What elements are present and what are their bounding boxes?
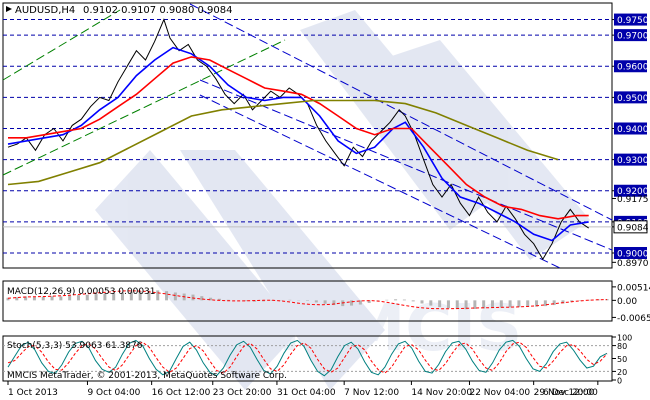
series-ma-red bbox=[8, 56, 589, 220]
stoch-tick-label: 80 bbox=[617, 342, 627, 351]
price-tick-label: 0.9750 bbox=[617, 16, 649, 26]
price-tick-highlight bbox=[614, 60, 647, 73]
time-tick-label: 22 Nov 04:00 bbox=[469, 388, 530, 398]
price-axis: 0.9750 0.9700 0.9600 0.9500 0.9400 0.9300 0.92… bbox=[612, 13, 649, 269]
macd-indicator bbox=[6, 290, 609, 310]
series-ma-blue bbox=[7, 46, 589, 242]
price-tick-label: 0.9500 bbox=[617, 94, 649, 104]
time-tick-label: 1 Oct 2013 bbox=[8, 388, 58, 398]
price-tick-label: 0.9300 bbox=[617, 156, 649, 166]
blue-channel-lower bbox=[199, 94, 561, 269]
price-tick-highlight bbox=[613, 220, 648, 234]
time-tick-label: 29 Nov 12:00 bbox=[534, 388, 595, 398]
macd-tick-label: 0.00514 bbox=[617, 283, 650, 293]
stoch-label: Stoch(5,3,3) 53.9063 61.3876 bbox=[7, 341, 143, 351]
blue-channel-middle bbox=[199, 79, 613, 251]
macd-signal-line bbox=[7, 290, 608, 310]
macd-tick-label: 0.00 bbox=[617, 297, 637, 307]
green-channel-lower bbox=[2, 39, 286, 176]
macd-label: MACD(12,26,9) 0.00053 0.00031 bbox=[7, 287, 156, 297]
macd-panel-frame bbox=[2, 280, 613, 322]
price-tick-highlight bbox=[614, 246, 647, 259]
price-tick-highlight bbox=[614, 122, 647, 135]
green-channel-upper bbox=[2, 9, 121, 81]
price-tick-label: 0.9175 bbox=[617, 195, 649, 205]
time-tick-label: 7 Nov 12:00 bbox=[344, 388, 399, 398]
time-tick-label: 6 Dec 20:00 bbox=[543, 388, 598, 398]
time-tick-label: 14 Nov 20:00 bbox=[411, 388, 472, 398]
stoch-tick-label: 50 bbox=[617, 355, 627, 364]
watermark: MMCIS bbox=[95, 10, 590, 390]
time-tick-label: 23 Oct 20:00 bbox=[213, 388, 272, 398]
price-tick-label: 0.8970 bbox=[617, 259, 649, 269]
symbol-marker-icon bbox=[6, 6, 12, 12]
time-tick-label: 9 Oct 04:00 bbox=[87, 388, 140, 398]
main-series bbox=[7, 18, 589, 261]
price-tick-highlight bbox=[614, 13, 647, 26]
price-tick-label: 0.9084 bbox=[617, 223, 649, 233]
time-axis: 1 Oct 2013 9 Oct 04:00 16 Oct 12:00 23 Oct … bbox=[7, 381, 599, 398]
price-tick-label: 0.9600 bbox=[617, 63, 649, 73]
symbol-label: AUDUSD,H4 bbox=[15, 5, 75, 16]
price-tick-label: 0.9000 bbox=[617, 249, 649, 259]
series-ma-olive bbox=[7, 99, 559, 186]
ohlc-label: 0.9102 0.9107 0.9080 0.9084 bbox=[83, 5, 233, 16]
time-tick-label: 16 Oct 12:00 bbox=[152, 388, 211, 398]
time-tick-label: 31 Oct 04:00 bbox=[277, 388, 336, 398]
main-panel-frame bbox=[2, 2, 613, 269]
stoch-tick-label: 0 bbox=[617, 377, 622, 386]
price-tick-label: 0.9700 bbox=[617, 32, 649, 42]
price-tick-highlight bbox=[614, 29, 647, 42]
price-tick-label: 0.9200 bbox=[617, 187, 649, 197]
stoch-k-line bbox=[7, 339, 608, 377]
stoch-tick-label: 20 bbox=[617, 368, 627, 377]
price-tick-highlight bbox=[614, 153, 647, 166]
stoch-tick-label: 100 bbox=[617, 334, 632, 343]
stochastic-indicator bbox=[3, 339, 612, 377]
price-tick-highlight bbox=[614, 91, 647, 104]
copyright-label: MMCIS MetaTrader, © 2001-2013, MetaQuote… bbox=[7, 371, 287, 381]
price-tick-highlight bbox=[614, 184, 647, 197]
price-tick-label: 0.9400 bbox=[617, 125, 649, 135]
